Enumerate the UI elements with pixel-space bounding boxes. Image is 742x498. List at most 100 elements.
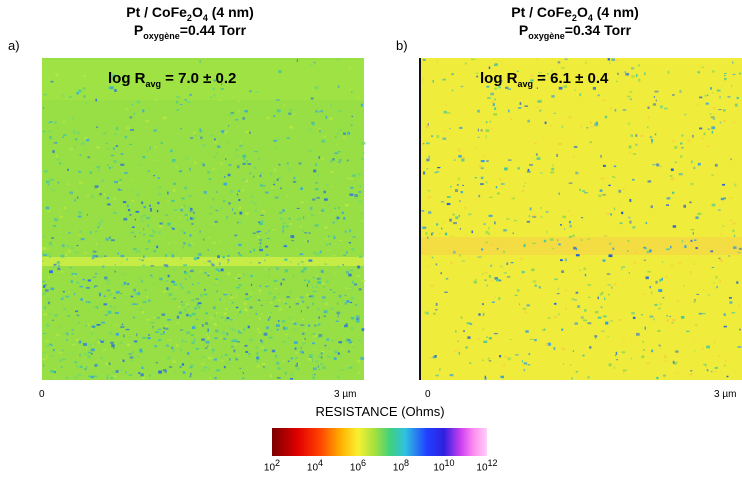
- speckle: [186, 100, 191, 104]
- speckle: [195, 298, 200, 300]
- speckle: [615, 354, 617, 357]
- speckle: [131, 103, 134, 106]
- speckle: [259, 285, 262, 287]
- speckle: [477, 338, 481, 341]
- axis-label: 3 µm: [334, 389, 357, 400]
- speckle: [256, 364, 261, 368]
- speckle: [60, 236, 62, 239]
- speckle: [349, 229, 351, 233]
- speckle: [459, 200, 461, 203]
- speckle: [299, 225, 303, 228]
- speckle: [432, 312, 436, 315]
- speckle: [129, 356, 134, 359]
- speckle: [153, 234, 155, 237]
- speckle: [66, 332, 69, 336]
- speckle: [558, 313, 560, 316]
- speckle: [212, 306, 216, 310]
- speckle: [215, 209, 219, 212]
- speckle: [635, 332, 640, 336]
- speckle: [113, 211, 117, 214]
- speckle: [702, 137, 705, 139]
- speckle: [183, 264, 187, 267]
- speckle: [291, 240, 294, 242]
- speckle: [524, 105, 529, 107]
- speckle: [313, 335, 318, 338]
- speckle: [334, 272, 337, 274]
- speckle: [609, 107, 612, 110]
- speckle: [710, 116, 715, 118]
- speckle: [70, 280, 74, 283]
- speckle: [74, 310, 79, 313]
- speckle: [223, 131, 228, 134]
- speckle: [98, 292, 102, 294]
- speckle: [87, 156, 91, 159]
- speckle: [425, 125, 429, 128]
- speckle: [226, 332, 229, 336]
- speckle: [212, 198, 214, 201]
- speckle: [84, 136, 89, 140]
- speckle: [609, 319, 614, 322]
- speckle: [674, 146, 678, 149]
- speckle: [91, 257, 95, 260]
- speckle: [130, 231, 135, 234]
- speckle: [73, 199, 76, 202]
- speckle: [449, 128, 451, 130]
- speckle: [243, 328, 245, 331]
- speckle: [167, 356, 171, 360]
- speckle: [296, 207, 300, 209]
- speckle: [266, 254, 269, 256]
- speckle: [260, 339, 263, 342]
- title-part: Pt / CoFe: [126, 4, 187, 20]
- speckle: [152, 325, 154, 329]
- speckle: [69, 147, 74, 151]
- speckle: [293, 176, 296, 180]
- speckle: [255, 310, 258, 312]
- speckle: [440, 272, 442, 275]
- speckle: [577, 74, 582, 77]
- speckle: [187, 268, 192, 271]
- speckle: [507, 88, 512, 90]
- speckle: [684, 113, 687, 116]
- speckle: [242, 179, 246, 181]
- speckle: [352, 174, 356, 177]
- speckle: [151, 276, 155, 278]
- speckle: [711, 126, 716, 130]
- speckle: [692, 232, 694, 235]
- speckle: [237, 277, 241, 279]
- speckle: [269, 172, 273, 176]
- speckle: [485, 135, 487, 139]
- speckle: [658, 289, 663, 293]
- speckle: [634, 251, 639, 254]
- speckle: [93, 375, 98, 378]
- speckle: [712, 92, 714, 94]
- tick-part: 10: [306, 462, 319, 474]
- speckle: [172, 360, 176, 363]
- speckle: [709, 87, 712, 90]
- speckle: [202, 144, 206, 147]
- speckle: [190, 137, 194, 140]
- speckle: [573, 145, 578, 148]
- speckle: [63, 206, 67, 209]
- speckle: [234, 339, 238, 343]
- speckle: [689, 201, 692, 204]
- speckle: [644, 248, 647, 250]
- speckle: [565, 307, 568, 310]
- speckle: [189, 375, 192, 378]
- speckle: [349, 288, 353, 290]
- speckle: [580, 124, 583, 128]
- speckle: [658, 344, 661, 347]
- speckle: [488, 337, 492, 340]
- speckle: [503, 272, 507, 274]
- speckle: [312, 302, 314, 306]
- speckle: [718, 109, 722, 111]
- speckle: [87, 279, 91, 282]
- speckle: [451, 73, 454, 76]
- speckle: [233, 349, 236, 353]
- speckle: [109, 331, 113, 335]
- speckle: [256, 360, 259, 362]
- speckle: [557, 239, 559, 241]
- speckle: [597, 316, 602, 319]
- speckle: [78, 215, 82, 218]
- speckle: [607, 284, 612, 286]
- speckle: [645, 276, 649, 280]
